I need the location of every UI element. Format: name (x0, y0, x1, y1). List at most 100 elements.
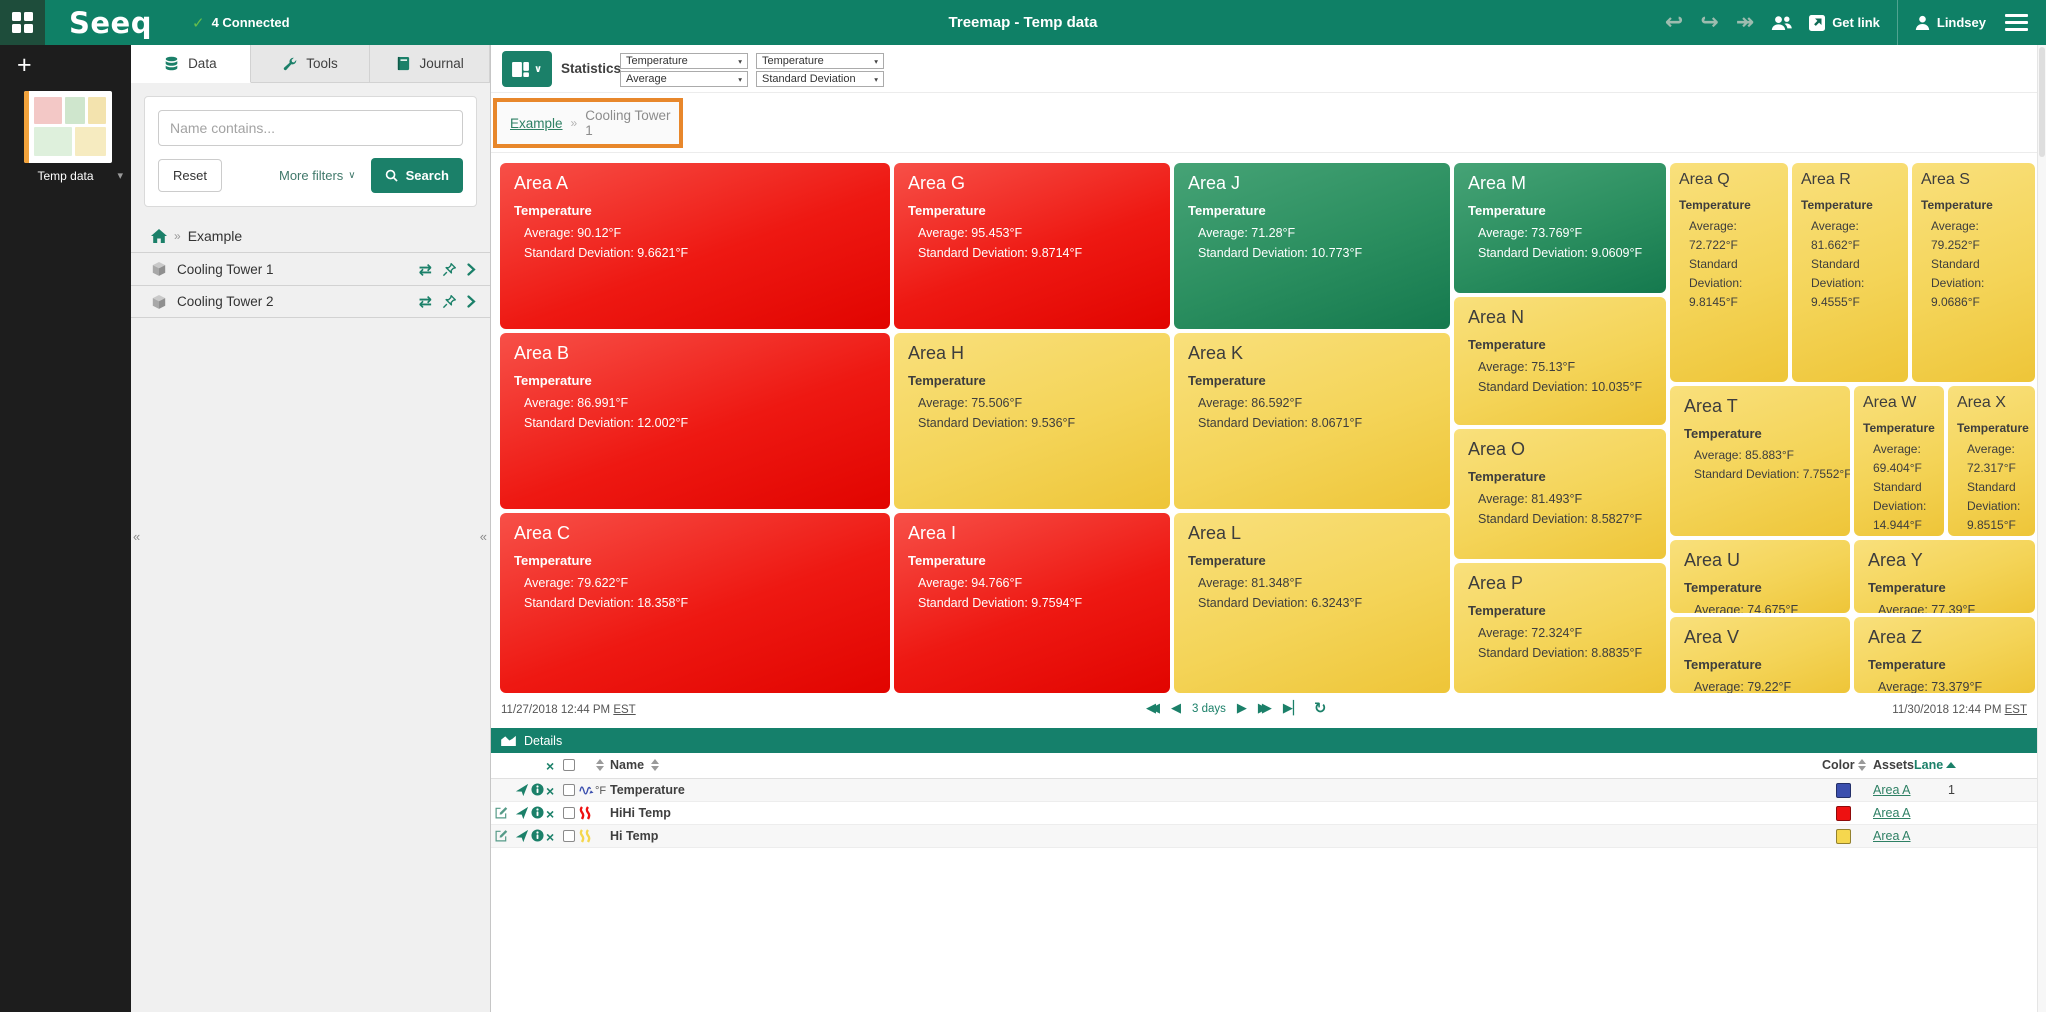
row-checkbox[interactable] (563, 830, 575, 842)
treemap-tile-area-v[interactable]: Area V Temperature Average: 79.22°F (1670, 617, 1850, 693)
user-menu[interactable]: Lindsey (1915, 15, 1986, 30)
info-icon[interactable] (531, 783, 544, 796)
treemap-tile-area-w[interactable]: Area W Temperature Average: 69.404°F Standar… (1854, 386, 1944, 536)
page-forward-icon[interactable]: ▶▶ (1257, 701, 1272, 716)
treemap-tile-area-q[interactable]: Area Q Temperature Average: 72.722°F Standar… (1670, 163, 1788, 382)
send-icon[interactable] (515, 829, 529, 843)
treemap-tile-area-j[interactable]: Area J Temperature Average: 71.28°F Standar… (1174, 163, 1450, 329)
collaborators-button[interactable] (1771, 15, 1792, 31)
worksheet-thumbnail[interactable] (24, 91, 112, 163)
asset-link[interactable]: Area A (1873, 783, 1911, 797)
seeq-logo[interactable]: Seeq (69, 5, 152, 40)
range-duration-label[interactable]: 3 days (1192, 702, 1226, 715)
worksheet-options-chevron-icon[interactable]: ▾ (117, 170, 123, 182)
collapse-rail-handle[interactable]: « (133, 529, 141, 544)
swap-asset-icon[interactable]: ⇄ (418, 292, 432, 311)
connection-status[interactable]: ✓ 4 Connected (192, 14, 290, 32)
breadcrumb-example-link[interactable]: Example (510, 115, 563, 131)
column-header-assets[interactable]: Assets (1873, 758, 1914, 772)
more-filters-link[interactable]: More filters ∨ (279, 168, 356, 183)
undo-icon[interactable]: ↩ (1664, 9, 1684, 35)
row-checkbox[interactable] (563, 807, 575, 819)
tab-tools[interactable]: Tools (250, 45, 371, 83)
details-row-hihi-temp[interactable]: × HiHi Temp Area A (491, 802, 2038, 825)
refresh-icon[interactable]: ↻ (1313, 699, 1327, 717)
treemap-tile-area-a[interactable]: Area A Temperature Average: 90.12°F Standar… (500, 163, 890, 329)
get-link-button[interactable]: Get link (1809, 14, 1880, 31)
signal-select-1[interactable]: Temperature ▾ (620, 53, 748, 69)
sort-icon[interactable] (651, 759, 659, 771)
color-swatch[interactable] (1836, 783, 1851, 798)
sort-icon[interactable] (596, 759, 604, 771)
color-swatch[interactable] (1836, 806, 1851, 821)
sort-icon[interactable] (1858, 759, 1866, 771)
treemap-tile-area-z[interactable]: Area Z Temperature Average: 73.379°F (1854, 617, 2035, 693)
treemap-tile-area-i[interactable]: Area I Temperature Average: 94.766°F Standa… (894, 513, 1170, 693)
app-grid-button[interactable] (0, 0, 45, 45)
color-swatch[interactable] (1836, 829, 1851, 844)
range-end-label[interactable]: 11/30/2018 12:44 PM EST (1892, 704, 2027, 716)
treemap-tile-area-x[interactable]: Area X Temperature Average: 72.317°F Standar… (1948, 386, 2035, 536)
details-row-temperature[interactable]: × °F Temperature Area A 1 (491, 779, 2038, 802)
treemap-tile-area-k[interactable]: Area K Temperature Average: 86.592°F Standa… (1174, 333, 1450, 509)
info-icon[interactable] (531, 806, 544, 819)
treemap-view-button[interactable]: ∨ (502, 51, 552, 87)
chevron-right-icon[interactable] (467, 295, 476, 308)
redo-icon[interactable]: ↪ (1700, 9, 1719, 35)
signal-select-2[interactable]: Temperature ▾ (756, 53, 884, 69)
tab-data[interactable]: Data (131, 45, 251, 83)
column-header-name[interactable]: Name (610, 758, 645, 772)
info-icon[interactable] (531, 829, 544, 842)
treemap-tile-area-y[interactable]: Area Y Temperature Average: 77.39°F (1854, 540, 2035, 613)
send-icon[interactable] (515, 783, 529, 797)
treemap-tile-area-u[interactable]: Area U Temperature Average: 74.675°F (1670, 540, 1850, 613)
treemap-tile-area-s[interactable]: Area S Temperature Average: 79.252°F Standar… (1912, 163, 2035, 382)
treemap-tile-area-g[interactable]: Area G Temperature Average: 95.453°F Standa… (894, 163, 1170, 329)
details-row-hi-temp[interactable]: × Hi Temp Area A (491, 825, 2038, 848)
treemap-tile-area-h[interactable]: Area H Temperature Average: 75.506°F Standa… (894, 333, 1170, 509)
edit-icon[interactable] (495, 829, 508, 842)
vertical-scrollbar[interactable] (2037, 45, 2046, 1012)
timezone-link[interactable]: EST (2004, 704, 2027, 716)
treemap-tile-area-n[interactable]: Area N Temperature Average: 75.13°F Standar… (1454, 297, 1666, 425)
name-contains-input[interactable] (158, 110, 463, 146)
treemap-tile-area-l[interactable]: Area L Temperature Average: 81.348°F Standa… (1174, 513, 1450, 693)
pin-icon[interactable] (442, 294, 457, 309)
treemap-tile-area-m[interactable]: Area M Temperature Average: 73.769°F Standa… (1454, 163, 1666, 293)
statistic-select-1[interactable]: Average ▾ (620, 71, 748, 87)
chevron-right-icon[interactable] (467, 262, 476, 276)
statistic-select-2[interactable]: Standard Deviation ▾ (756, 71, 884, 87)
asset-link[interactable]: Area A (1873, 806, 1911, 820)
scrollbar-thumb[interactable] (2039, 47, 2045, 157)
edit-icon[interactable] (495, 806, 508, 819)
column-header-color[interactable]: Color (1822, 758, 1855, 772)
tree-item-cooling-tower-1[interactable]: Cooling Tower 1 ⇄ (131, 252, 490, 285)
treemap-tile-area-b[interactable]: Area B Temperature Average: 86.991°F Standa… (500, 333, 890, 509)
asset-link[interactable]: Area A (1873, 829, 1911, 843)
remove-all-icon[interactable]: × (546, 758, 555, 774)
select-all-checkbox[interactable] (563, 759, 575, 771)
treemap-tile-area-o[interactable]: Area O Temperature Average: 81.493°F Standa… (1454, 429, 1666, 559)
asset-tree-root[interactable]: » Example (131, 220, 490, 252)
treemap-tile-area-r[interactable]: Area R Temperature Average: 81.662°F Standar… (1792, 163, 1908, 382)
column-header-lane[interactable]: Lane (1914, 758, 1944, 772)
remove-item-icon[interactable]: × (546, 829, 555, 845)
step-back-icon[interactable]: ◀ (1171, 701, 1181, 716)
new-worksheet-button[interactable]: + (17, 51, 32, 79)
search-button[interactable]: Search (370, 158, 463, 193)
remove-item-icon[interactable]: × (546, 783, 555, 799)
details-panel-header[interactable]: Details (491, 728, 2038, 753)
remove-item-icon[interactable]: × (546, 806, 555, 822)
treemap-tile-area-t[interactable]: Area T Temperature Average: 85.883°F Standa… (1670, 386, 1850, 536)
timezone-link[interactable]: EST (613, 704, 636, 716)
row-checkbox[interactable] (563, 784, 575, 796)
page-start-icon[interactable]: ◀◀ (1146, 701, 1160, 716)
treemap-tile-area-p[interactable]: Area P Temperature Average: 72.324°F Standa… (1454, 563, 1666, 693)
send-icon[interactable] (515, 806, 529, 820)
tree-item-cooling-tower-2[interactable]: Cooling Tower 2 ⇄ (131, 285, 490, 318)
range-start-label[interactable]: 11/27/2018 12:44 PM EST (501, 704, 636, 716)
pin-icon[interactable] (442, 262, 457, 277)
collapse-panel-handle[interactable]: « (479, 529, 487, 544)
swap-asset-icon[interactable]: ⇄ (418, 259, 432, 279)
hamburger-menu-icon[interactable] (2003, 10, 2030, 36)
